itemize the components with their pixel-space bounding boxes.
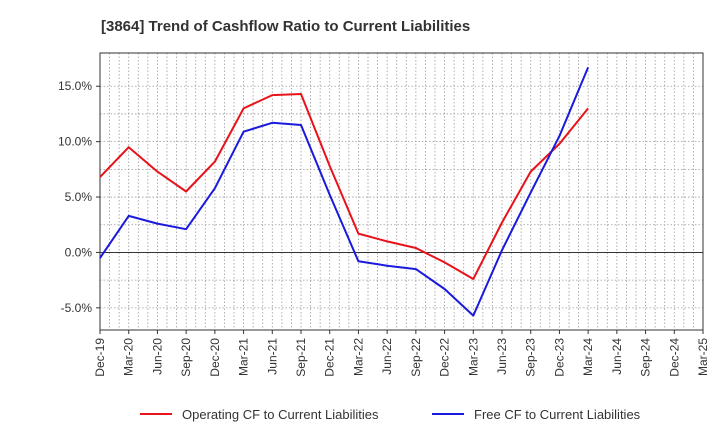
x-tick-label: Dec-20 [208,338,222,377]
x-tick-label: Sep-21 [294,338,308,377]
x-tick-label: Sep-22 [409,338,423,377]
x-tick-label: Mar-24 [581,338,595,376]
x-tick-label: Dec-23 [552,338,566,377]
chart-title: [3864] Trend of Cashflow Ratio to Curren… [101,18,470,35]
y-tick-label: 5.0% [65,190,93,204]
x-tick-label: Dec-19 [93,338,107,377]
legend: Operating CF to Current Liabilities Free … [140,407,641,422]
x-tick-label: Mar-21 [237,338,251,376]
plot-area: -5.0% 0.0% 5.0% 10.0% 15.0% Dec-19 Mar-20 Jun-2… [58,52,710,377]
legend-label-1: Operating CF to Current Liabilities [182,407,379,422]
legend-label-2: Free CF to Current Liabilities [474,407,641,422]
x-tick-label: Sep-20 [179,338,193,377]
x-tick-label: Mar-22 [351,338,365,376]
y-tick-label: -5.0% [61,301,93,315]
x-tick-label: Jun-23 [495,338,509,375]
y-tick-label: 15.0% [58,79,92,93]
x-tick-label: Mar-23 [466,338,480,376]
series-line-1 [99,93,589,280]
y-tick-label: 10.0% [58,135,92,149]
x-tick-label: Jun-24 [610,338,624,375]
x-tick-label: Mar-25 [696,338,710,376]
x-tick-label: Dec-22 [438,338,452,377]
x-tick-label: Jun-21 [265,338,279,375]
x-tick-label: Dec-24 [667,338,681,377]
plot-frame [99,52,704,331]
x-tick-label: Mar-20 [122,338,136,376]
x-tick-label: Sep-23 [524,338,538,377]
x-tick-label: Jun-20 [150,338,164,375]
x-tick-label: Dec-21 [323,338,337,377]
x-tick-label: Jun-22 [380,338,394,375]
x-tick-label: Sep-24 [639,338,653,377]
series-line-2 [99,67,590,317]
y-tick-label: 0.0% [65,245,93,259]
